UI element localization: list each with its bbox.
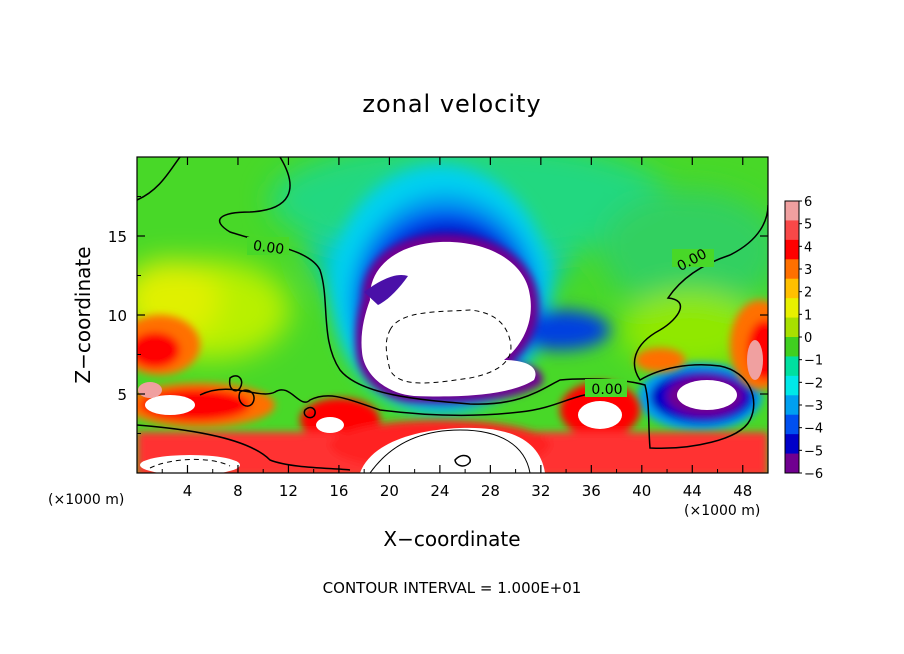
colorbar-label: 2 bbox=[804, 286, 812, 301]
x-unit-left: (×1000 m) bbox=[48, 492, 124, 508]
contour-label: 0.00 bbox=[252, 238, 285, 258]
x-tick-label: 12 bbox=[279, 482, 298, 500]
x-tick-label: 24 bbox=[430, 482, 449, 500]
colorbar-label: −3 bbox=[804, 399, 823, 414]
x-tick-label: 48 bbox=[733, 482, 752, 500]
colorbar-label: 3 bbox=[804, 263, 812, 278]
x-tick-label: 20 bbox=[380, 482, 399, 500]
colorbar-swatch bbox=[785, 201, 799, 221]
colorbar-swatch bbox=[785, 317, 799, 338]
colorbar-swatch bbox=[785, 414, 799, 435]
colorbar-swatch bbox=[785, 278, 799, 299]
colorbar-swatch bbox=[785, 434, 799, 455]
colorbar-label: −5 bbox=[804, 444, 823, 459]
colorbar-label: 4 bbox=[804, 240, 812, 255]
colorbar-swatch bbox=[785, 239, 799, 260]
x-tick-label: 36 bbox=[582, 482, 601, 500]
colorbar-swatch bbox=[785, 259, 799, 280]
x-axis-label: X−coordinate bbox=[383, 527, 520, 551]
x-tick-label: 4 bbox=[183, 482, 193, 500]
colorbar-label: −1 bbox=[804, 354, 823, 369]
colorbar-label: −4 bbox=[804, 422, 823, 437]
contour-label: 0.00 bbox=[591, 382, 622, 398]
y-axis-label: Z−coordinate bbox=[71, 246, 95, 383]
x-unit-right: (×1000 m) bbox=[684, 503, 760, 519]
negative-core-peak bbox=[361, 241, 536, 397]
colorbar-swatch bbox=[785, 375, 799, 396]
colorbar-label: −2 bbox=[804, 376, 823, 391]
x-tick-label: 40 bbox=[632, 482, 651, 500]
heatmap-field bbox=[137, 157, 768, 473]
colorbar: 6 5 4 3 2 1 0 −1 −2 −3 −4 −5 −6 bbox=[784, 195, 823, 482]
colorbar-swatch bbox=[785, 395, 799, 416]
colorbar-label: −6 bbox=[804, 467, 823, 482]
colorbar-swatch bbox=[785, 356, 799, 377]
y-tick-label: 15 bbox=[108, 228, 127, 246]
y-tick-label: 10 bbox=[108, 307, 127, 325]
colorbar-swatch bbox=[785, 298, 799, 319]
y-tick-label: 5 bbox=[117, 386, 127, 404]
colorbar-label: 1 bbox=[804, 308, 812, 323]
dashed-contours bbox=[149, 309, 512, 469]
x-axis: 4 8 12 16 20 24 28 32 36 40 44 48 bbox=[161, 157, 752, 500]
contour-labels: 0.00 0.00 0.00 bbox=[252, 238, 710, 398]
x-tick-label: 32 bbox=[531, 482, 550, 500]
y-axis: 5 10 15 bbox=[108, 196, 768, 434]
colorbar-swatch bbox=[785, 337, 799, 357]
x-tick-label: 8 bbox=[233, 482, 243, 500]
chart-title: zonal velocity bbox=[362, 90, 541, 118]
colorbar-label: 5 bbox=[804, 218, 812, 233]
x-tick-label: 28 bbox=[481, 482, 500, 500]
contour-interval-note: CONTOUR INTERVAL = 1.000E+01 bbox=[323, 579, 582, 597]
colorbar-swatch bbox=[785, 453, 799, 474]
colorbar-swatch bbox=[785, 220, 799, 241]
contour-label-backgrounds bbox=[247, 237, 714, 397]
x-tick-label: 16 bbox=[329, 482, 348, 500]
colorbar-label: 6 bbox=[804, 195, 812, 210]
x-tick-label: 44 bbox=[683, 482, 702, 500]
colorbar-label: 0 bbox=[804, 331, 812, 346]
